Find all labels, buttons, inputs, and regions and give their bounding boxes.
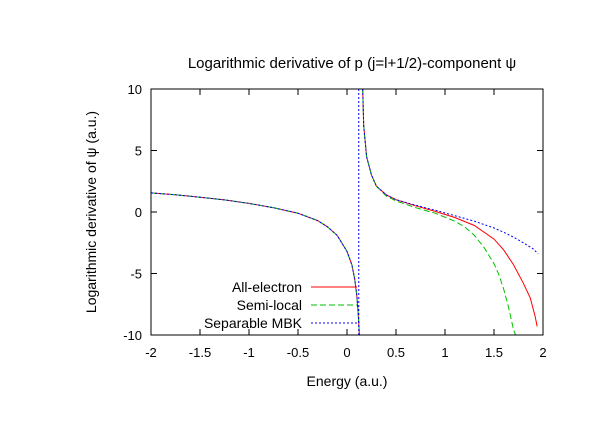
series-layer [151,89,539,335]
x-tick-label-6: 1 [441,345,448,360]
series-line-left-2 [151,192,360,335]
plot-frame [150,88,544,336]
series-line-right-1 [362,89,517,335]
series-line-left-1 [151,192,360,335]
x-tick-label-8: 2 [539,345,546,360]
legend-label-0: All-electron [232,279,302,295]
x-axis-label: Energy (a.u.) [307,373,388,389]
series-2 [151,89,539,335]
y-tick-label-0: 10 [128,82,142,97]
series-line-right-2 [362,89,539,255]
y-axis-label: Logarithmic derivative of ψ (a.u.) [83,111,99,313]
y-tick-label-4: -10 [123,328,142,343]
y-tick-label-2: 0 [135,205,142,220]
legend-label-2: Separable MBK [204,315,303,331]
series-line-left-0 [151,192,360,335]
x-tick-label-3: -0.5 [287,345,309,360]
series-1 [151,89,517,335]
legend-label-1: Semi-local [237,297,302,313]
series-0 [151,89,538,335]
x-tick-label-4: 0 [343,345,350,360]
y-tick-label-3: -5 [130,267,142,282]
y-tick-label-1: 5 [135,144,142,159]
x-tick-label-1: -1.5 [189,345,211,360]
x-tick-label-2: -1 [243,345,255,360]
ticks-layer: -2 -1.5 -1 -0.5 0 0.5 1 1.5 2 10 5 0 -5 -10 [123,82,546,360]
chart-title: Logarithmic derivative of p (j=l+1/2)-co… [188,55,516,72]
x-tick-label-7: 1.5 [485,345,503,360]
legend: All-electron Semi-local Separable MBK [204,279,357,331]
x-tick-label-5: 0.5 [387,345,405,360]
x-tick-label-0: -2 [145,345,157,360]
series-line-right-0 [362,89,538,327]
